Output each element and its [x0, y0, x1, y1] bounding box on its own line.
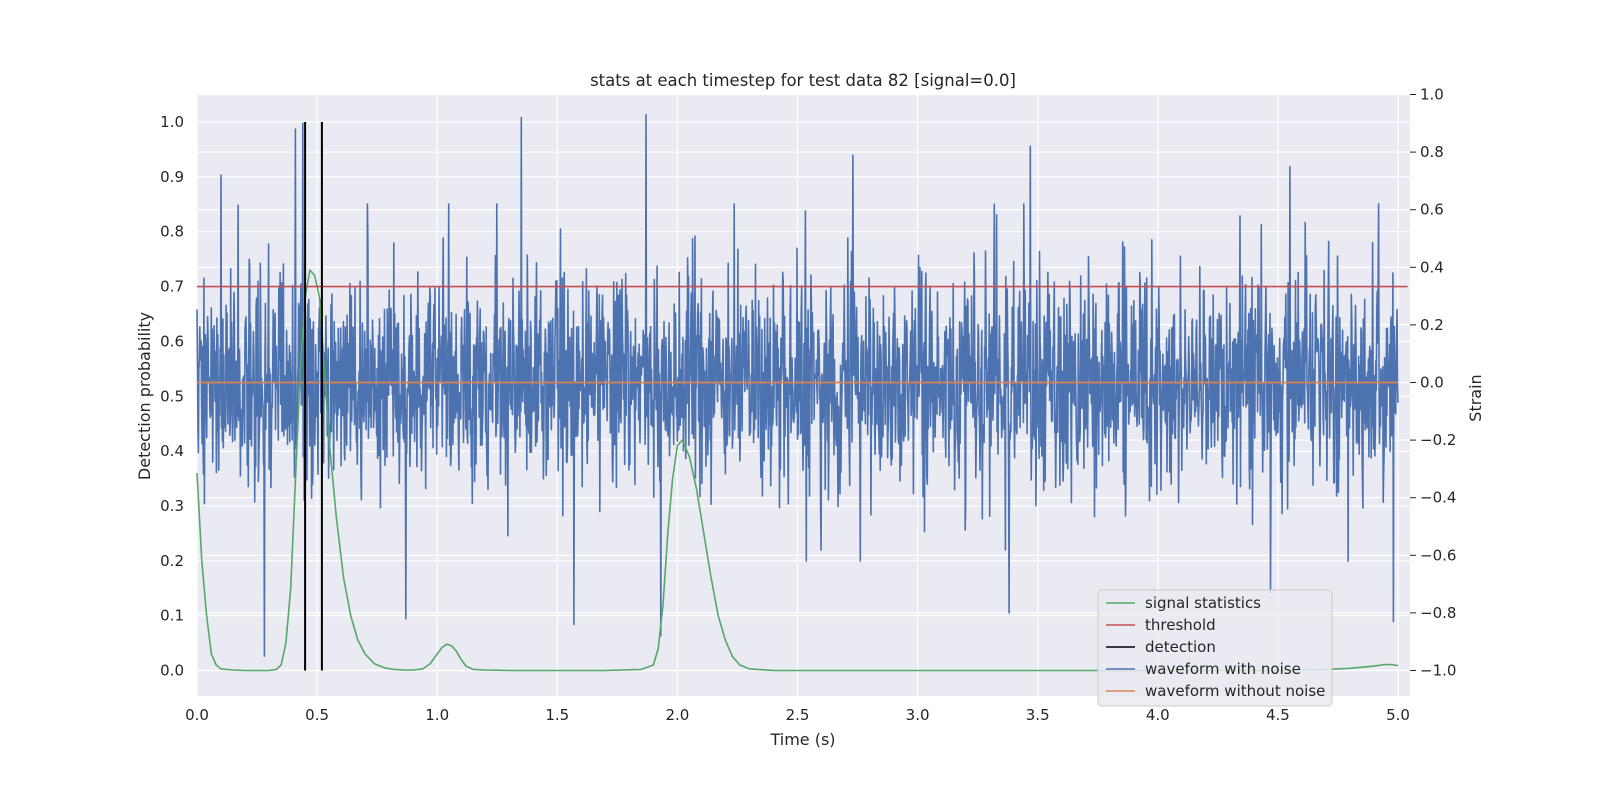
legend-label-detection: detection [1145, 638, 1216, 656]
legend-label-waveform-without-noise: waveform without noise [1145, 682, 1325, 700]
y-tick-label: 0.2 [160, 552, 184, 570]
y-tick-label: 0.8 [160, 223, 184, 241]
y2-tick-label: 1.0 [1420, 86, 1444, 104]
series-layer [196, 113, 1408, 672]
y-axis-label: Detection probability [135, 312, 154, 480]
x-tick-label: 3.5 [1026, 706, 1050, 724]
x-tick-label: 4.5 [1266, 706, 1290, 724]
axes-layer: 0.0 0.5 1.0 1.5 2.0 2.5 3.0 3.5 4.0 4.5 5.0 0.0 0.1 0… [160, 86, 1456, 725]
legend-label-waveform-with-noise: waveform with noise [1145, 660, 1301, 678]
y-tick-label: 0.1 [160, 607, 184, 625]
legend-label-threshold: threshold [1145, 616, 1216, 634]
legend: signal statistics threshold detection wa… [1097, 589, 1333, 707]
x-tick-label: 2.5 [786, 706, 810, 724]
y2-tick-label: 0.4 [1420, 258, 1444, 276]
y2-axis-label: Strain [1466, 374, 1485, 421]
x-tick-label: 2.0 [665, 706, 689, 724]
legend-label-signal-statistics: signal statistics [1145, 594, 1261, 612]
y2-tick-label: −0.4 [1420, 489, 1456, 507]
x-tick-label: 5.0 [1386, 706, 1410, 724]
chart-title: stats at each timestep for test data 82 … [590, 71, 1016, 90]
y2-tick-label: 0.0 [1420, 374, 1444, 392]
x-tick-label: 1.5 [545, 706, 569, 724]
y2-tick-label: −0.6 [1420, 546, 1456, 564]
x-tick-label: 3.0 [906, 706, 930, 724]
series-waveform-with-noise [196, 113, 1399, 657]
y-tick-label: 0.0 [160, 662, 184, 680]
y2-tick-label: 0.8 [1420, 143, 1444, 161]
y-tick-label: 0.9 [160, 168, 184, 186]
y2-tick-label: −0.2 [1420, 431, 1456, 449]
x-tick-label: 0.5 [305, 706, 329, 724]
y2-tick-label: −1.0 [1420, 662, 1456, 680]
y-tick-label: 0.4 [160, 442, 184, 460]
x-tick-label: 0.0 [185, 706, 209, 724]
y-tick-label: 0.3 [160, 497, 184, 515]
legend-box [1097, 589, 1333, 707]
x-tick-label: 1.0 [425, 706, 449, 724]
y2-tick-label: 0.2 [1420, 316, 1444, 334]
y2-tick-label: 0.6 [1420, 201, 1444, 219]
y-tick-label: 1.0 [160, 113, 184, 131]
series-signal-statistics [196, 269, 1399, 672]
y-tick-label: 0.7 [160, 278, 184, 296]
y-tick-label: 0.6 [160, 332, 184, 350]
x-axis-label: Time (s) [769, 730, 835, 749]
y2-tick-label: −0.8 [1420, 604, 1456, 622]
y-tick-label: 0.5 [160, 387, 184, 405]
x-tick-label: 4.0 [1146, 706, 1170, 724]
